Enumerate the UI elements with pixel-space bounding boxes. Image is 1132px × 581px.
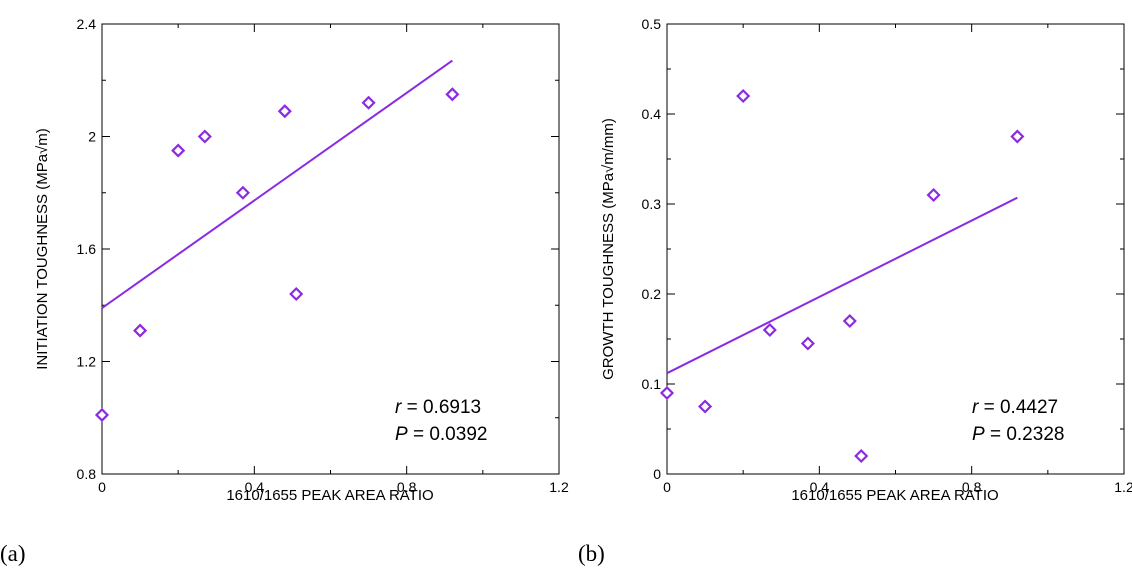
y-tick-label: 0.8	[77, 466, 97, 482]
data-point-marker	[800, 336, 815, 351]
y-tick-label: 2.4	[77, 16, 97, 32]
x-axis-label: 1610/1655 PEAK AREA RATIO	[791, 487, 998, 504]
x-axis-label: 1610/1655 PEAK AREA RATIO	[226, 487, 433, 504]
x-tick-label: 0	[98, 479, 106, 495]
y-tick-label: 0	[653, 466, 661, 482]
x-tick-labels: 0 0.4 0.8 1.2	[98, 479, 569, 495]
p-annotation: P = 0.0392	[395, 424, 487, 445]
y-tick-label: 0.5	[642, 16, 662, 32]
data-point-marker	[445, 87, 460, 102]
data-point-marker	[659, 385, 675, 401]
data-point-marker	[277, 104, 292, 119]
data-points	[94, 87, 460, 422]
r-annotation: r = 0.6913	[395, 397, 481, 418]
y-tick-label: 0.2	[642, 286, 662, 302]
y-axis-label: INITIATION TOUGHNESS (MPa√m)	[34, 128, 51, 370]
x-tick-labels: 0 0.4 0.8 1.2	[663, 479, 1132, 495]
x-tick-label: 0.8	[962, 479, 982, 495]
y-tick-label: 1.6	[77, 241, 97, 257]
data-point-marker	[235, 185, 250, 200]
tick-marks	[101, 23, 560, 475]
regression-line	[666, 196, 1018, 375]
r-value: = 0.4427	[978, 397, 1058, 418]
data-point-marker	[361, 95, 376, 110]
data-point-marker	[736, 88, 751, 104]
data-point-marker	[762, 322, 777, 338]
p-value: = 0.0392	[408, 424, 488, 445]
y-tick-labels: 0 0.1 0.2 0.3 0.4 0.5	[642, 16, 662, 482]
chart-panel-b: 0 0.4 0.8 1.2 0 0.1 0.2 0.3 0.4 0.5 1610/1655 PE…	[578, 16, 1132, 566]
data-point-marker	[289, 286, 304, 302]
chart-panel-a: 0 0.4 0.8 1.2 0.8 1.2 1.6 2 2.4 1610/1655 PEAK …	[0, 16, 569, 566]
stats-annotation: r = 0.4427 P = 0.2328	[972, 397, 1064, 445]
plot-area-frame	[101, 23, 560, 475]
data-point-marker	[94, 407, 110, 422]
data-point-marker	[698, 399, 713, 414]
r-symbol: r	[395, 397, 402, 418]
data-point-marker	[854, 448, 869, 464]
p-value: = 0.2328	[985, 424, 1065, 445]
y-tick-label: 2	[88, 129, 96, 145]
data-point-marker	[133, 323, 148, 338]
data-point-marker	[842, 313, 857, 329]
y-tick-label: 0.3	[642, 196, 662, 212]
data-points	[659, 88, 1025, 464]
r-value: = 0.6913	[401, 397, 481, 418]
y-tick-label: 0.1	[642, 376, 662, 392]
x-tick-label: 0	[663, 479, 671, 495]
panel-label-a: (a)	[0, 541, 26, 566]
tick-marks	[666, 23, 1125, 475]
stats-annotation: r = 0.6913 P = 0.0392	[395, 397, 487, 445]
panel-label-b: (b)	[578, 541, 605, 566]
x-tick-label: 1.2	[549, 479, 569, 495]
x-tick-label: 1.2	[1114, 479, 1132, 495]
p-annotation: P = 0.2328	[972, 424, 1064, 445]
y-tick-label: 0.4	[642, 106, 662, 122]
data-point-marker	[171, 143, 186, 158]
regression-line	[101, 59, 453, 309]
x-tick-label: 0.4	[810, 479, 830, 495]
x-tick-label: 0.4	[245, 479, 265, 495]
p-symbol: P	[972, 424, 985, 445]
r-annotation: r = 0.4427	[972, 397, 1058, 418]
y-axis-label: GROWTH TOUGHNESS (MPa√m/mm)	[600, 118, 617, 380]
y-tick-label: 1.2	[77, 354, 97, 370]
data-point-marker	[1010, 129, 1025, 144]
data-point-marker	[926, 187, 941, 203]
p-symbol: P	[395, 424, 408, 445]
data-point-marker	[197, 129, 212, 144]
y-tick-labels: 0.8 1.2 1.6 2 2.4	[77, 16, 97, 482]
x-tick-label: 0.8	[397, 479, 417, 495]
r-symbol: r	[972, 397, 979, 418]
